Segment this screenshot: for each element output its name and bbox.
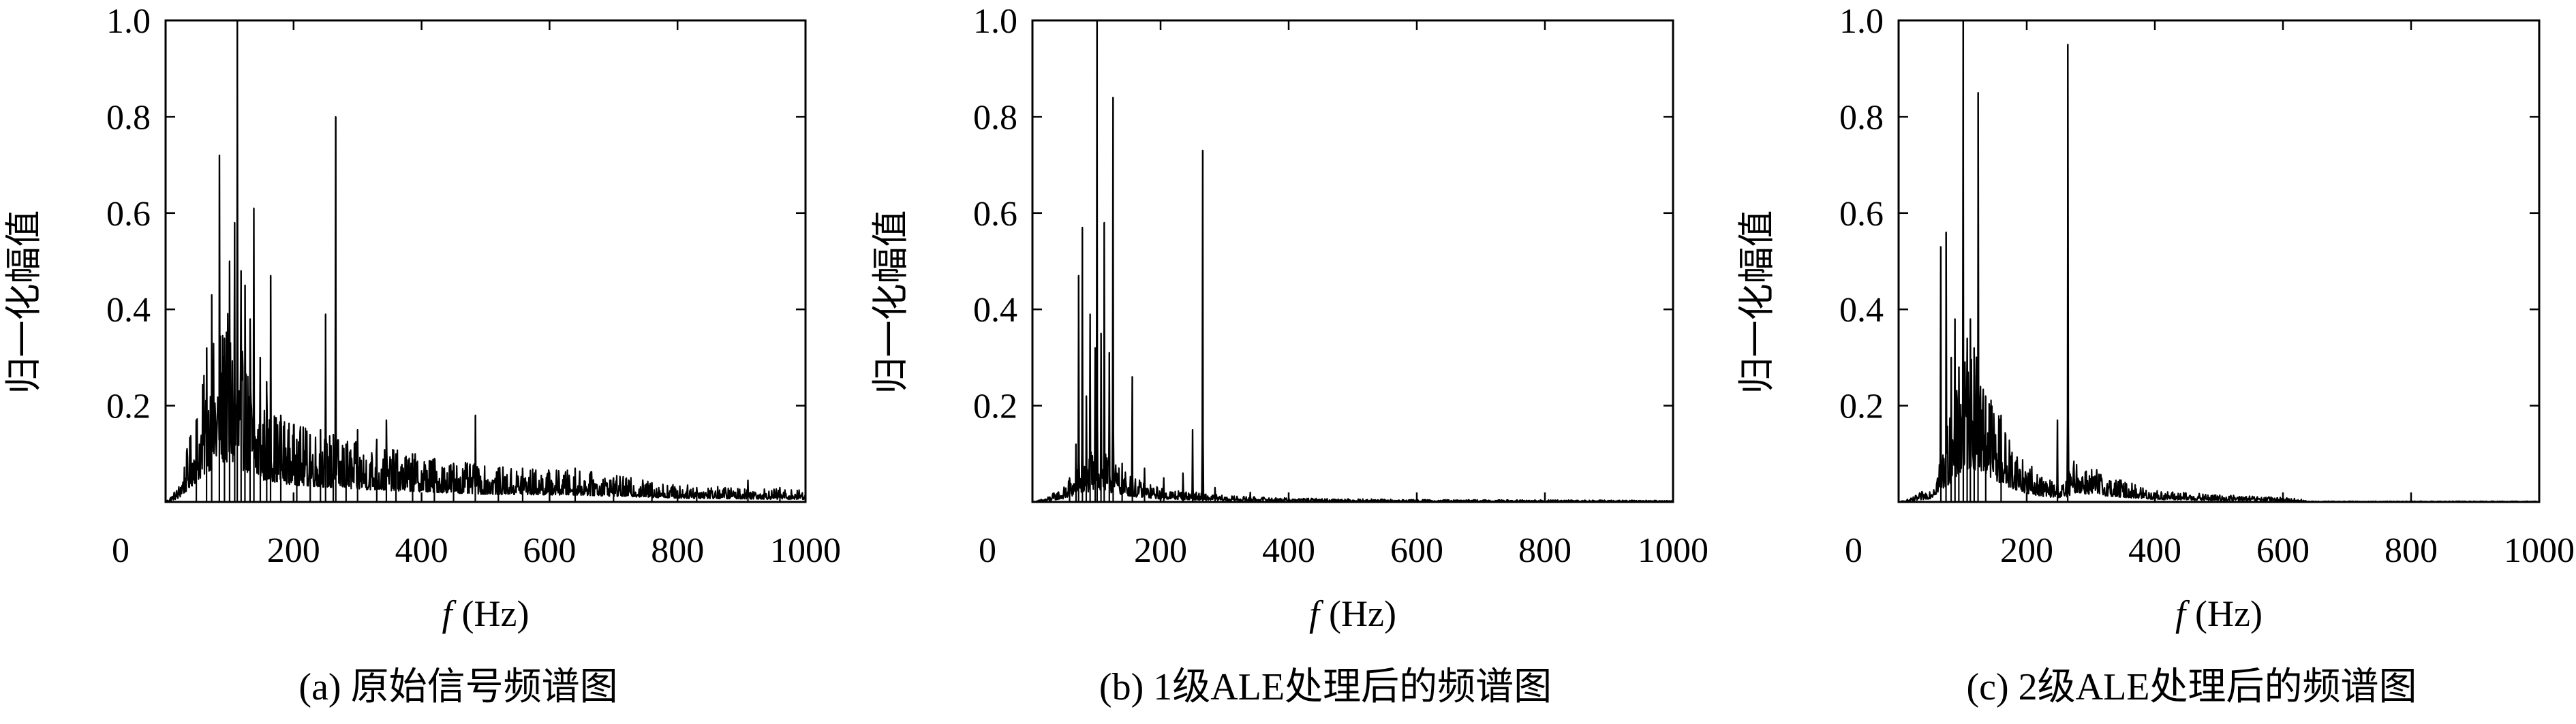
x-tick-label: 200 (1134, 531, 1187, 570)
y-axis-label: 归一化幅值 (1736, 210, 1777, 394)
y-tick-label: 0.6 (1839, 195, 1884, 234)
x-tick-label: 600 (523, 531, 576, 570)
x-axis-variable: f (2175, 593, 2190, 634)
y-tick-label: 0.2 (1839, 388, 1884, 426)
y-tick-label: 0.6 (973, 195, 1017, 234)
x-tick-label: 200 (267, 531, 320, 570)
y-tick-label: 1.0 (106, 2, 151, 41)
y-tick-label: 0.4 (973, 291, 1017, 330)
x-tick-label: 0 (112, 531, 129, 570)
y-axis-label: 归一化幅值 (3, 210, 44, 394)
y-tick-label: 0.4 (106, 291, 151, 330)
plot-frame (1897, 19, 2541, 503)
x-axis-variable: f (1309, 593, 1324, 634)
spectrum-series-line (165, 19, 806, 503)
y-tick-label: 0.8 (973, 98, 1017, 137)
y-tick-label: 0.2 (973, 388, 1017, 426)
x-tick-label: 800 (2385, 531, 2438, 570)
panel-caption: (b) 1级ALE处理后的频谱图 (1099, 666, 1552, 708)
y-tick-label: 0.4 (1839, 291, 1884, 330)
x-tick-label: 1000 (1638, 531, 1708, 570)
x-tick-label: 600 (1390, 531, 1443, 570)
x-axis-unit: (Hz) (1329, 593, 1396, 634)
spectrum-series-line (1898, 19, 2540, 503)
spectrum-series-line (1032, 19, 1674, 503)
panel-a: 0 200 400 600 800 1000 0.2 0.4 0.6 0.8 1.0 归一化幅值 f (H… (3, 2, 841, 708)
y-tick-label: 1.0 (1839, 2, 1884, 41)
y-tick-label: 0.6 (106, 195, 151, 234)
x-tick-label: 400 (1262, 531, 1315, 570)
x-axis-label: f (Hz) (2175, 593, 2263, 634)
x-tick-label: 800 (1518, 531, 1571, 570)
x-axis-unit: (Hz) (2195, 593, 2263, 634)
panel-c: 0 200 400 600 800 1000 0.2 0.4 0.6 0.8 1.0 归一化幅值 f (H… (1736, 2, 2575, 708)
plot-frame (164, 19, 807, 503)
y-axis-label: 归一化幅值 (870, 210, 911, 394)
plot-frame (1031, 19, 1674, 503)
panel-caption: (a) 原始信号频谱图 (298, 666, 617, 708)
x-axis-label: f (Hz) (442, 593, 530, 634)
x-tick-label: 0 (1845, 531, 1862, 570)
x-tick-label: 0 (979, 531, 996, 570)
x-tick-label: 600 (2256, 531, 2310, 570)
x-axis-unit: (Hz) (462, 593, 530, 634)
x-tick-label: 200 (2000, 531, 2053, 570)
x-axis-label: f (Hz) (1309, 593, 1396, 634)
x-tick-label: 800 (651, 531, 704, 570)
x-tick-label: 1000 (770, 531, 841, 570)
y-tick-label: 1.0 (973, 2, 1017, 41)
x-tick-label: 400 (395, 531, 448, 570)
y-tick-label: 0.8 (106, 98, 151, 137)
x-tick-label: 1000 (2504, 531, 2575, 570)
y-tick-label: 0.8 (1839, 98, 1884, 137)
panel-b: 0 200 400 600 800 1000 0.2 0.4 0.6 0.8 1.0 归一化幅值 f (H… (870, 2, 1708, 708)
x-axis-variable: f (442, 593, 457, 634)
x-tick-label: 400 (2128, 531, 2181, 570)
y-tick-label: 0.2 (106, 388, 151, 426)
panel-caption: (c) 2级ALE处理后的频谱图 (1966, 666, 2417, 708)
